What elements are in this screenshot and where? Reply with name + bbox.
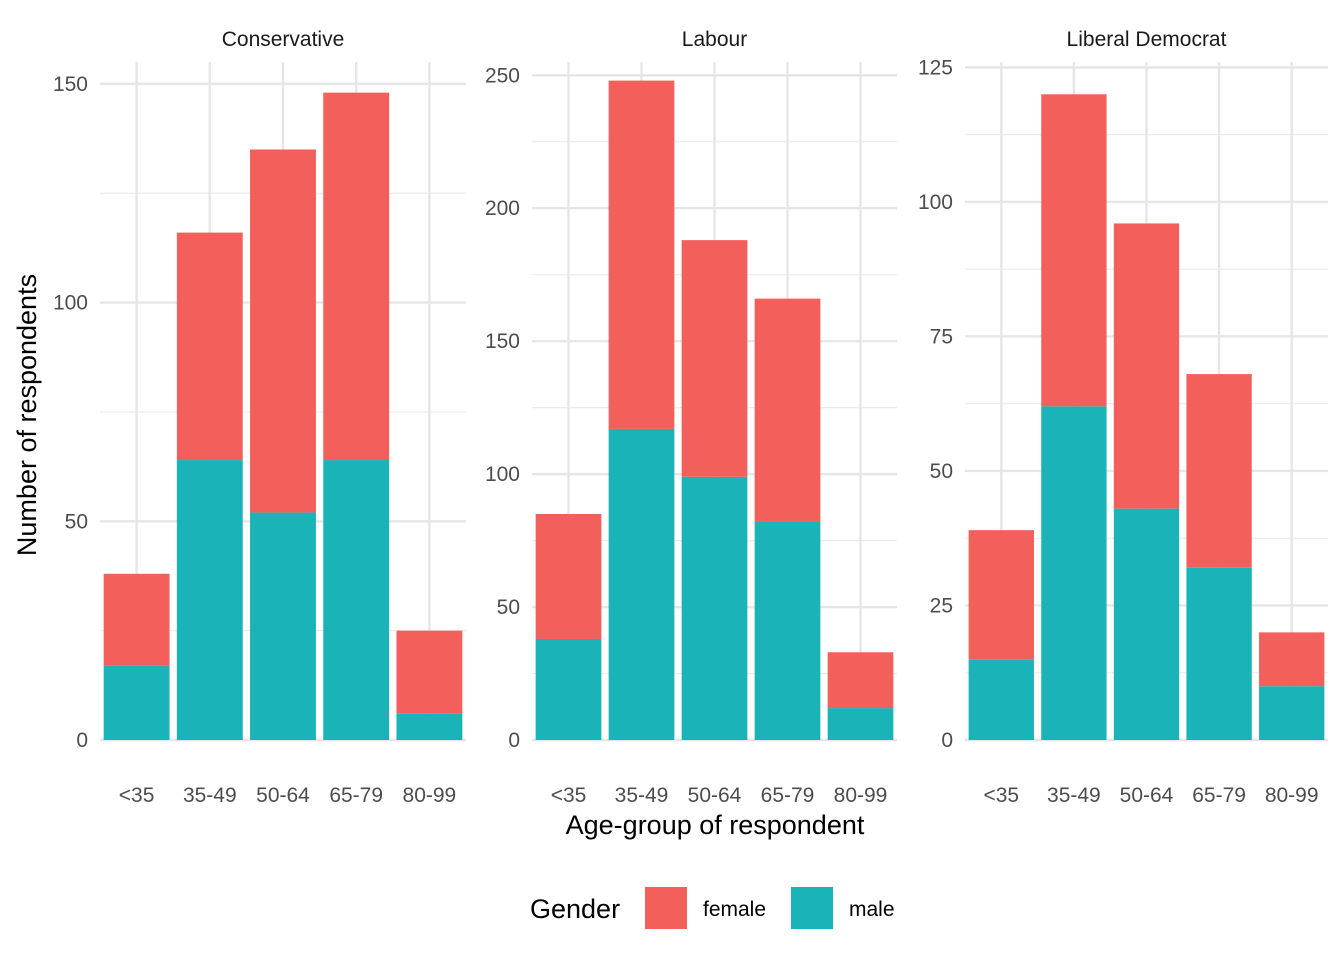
x-tick-label: <35 — [551, 784, 587, 807]
y-tick-label: 125 — [918, 56, 953, 79]
bar-female — [1186, 374, 1252, 568]
legend: Gender female male — [530, 887, 895, 929]
panel-title: Liberal Democrat — [1067, 28, 1227, 51]
bar-male — [1186, 567, 1252, 740]
bar-male — [1041, 406, 1107, 740]
bar-female — [681, 240, 748, 477]
bar-male — [1259, 686, 1325, 740]
legend-swatch-male — [791, 887, 833, 929]
x-tick-label: 80-99 — [834, 784, 888, 807]
y-tick-label: 25 — [930, 594, 953, 617]
x-tick-label: 80-99 — [403, 784, 457, 807]
legend-title: Gender — [530, 894, 620, 924]
bar-male — [608, 428, 675, 740]
bar-male — [103, 665, 170, 740]
bar-male — [827, 708, 894, 740]
x-tick-label: 35-49 — [183, 784, 237, 807]
y-tick-label: 0 — [508, 729, 520, 752]
y-tick-label: 100 — [918, 191, 953, 214]
bar-female — [250, 149, 316, 513]
x-tick-label: 80-99 — [1265, 784, 1319, 807]
x-tick-label: <35 — [983, 784, 1019, 807]
bar-female — [103, 573, 170, 666]
x-tick-label: 50-64 — [1120, 784, 1174, 807]
y-tick-label: 0 — [76, 729, 88, 752]
bar-female — [176, 232, 243, 461]
x-tick-label: 50-64 — [688, 784, 742, 807]
bar-female — [754, 298, 821, 522]
bar-female — [1259, 632, 1325, 687]
y-tick-label: 0 — [941, 729, 953, 752]
y-tick-label: 50 — [497, 596, 520, 619]
panel-liberal-democrat: 0 25 50 75 100 125 <35 35-49 50-64 65-79 80-99 Libe… — [918, 28, 1328, 807]
bar-female — [827, 652, 894, 709]
bar-male — [754, 521, 821, 740]
y-tick-label: 75 — [930, 325, 953, 348]
y-tick-label: 200 — [485, 197, 520, 220]
bar-female — [1113, 223, 1180, 509]
y-tick-label: 50 — [65, 510, 88, 533]
bar-male — [176, 460, 243, 740]
bar-male — [250, 512, 316, 740]
legend-swatch-female — [645, 887, 687, 929]
y-tick-label: 100 — [53, 292, 88, 315]
x-tick-label: 50-64 — [256, 784, 310, 807]
x-tick-label: 65-79 — [761, 784, 815, 807]
bar-male — [396, 713, 463, 740]
y-tick-label: 100 — [485, 463, 520, 486]
panels: 0 50 100 150 <35 35-49 50-64 65-79 80-99 Conserva… — [53, 28, 1328, 807]
bar-male — [1113, 508, 1180, 740]
panel-title: Labour — [682, 28, 747, 51]
legend-label-male: male — [849, 898, 895, 921]
x-tick-label: 35-49 — [615, 784, 669, 807]
x-tick-label: <35 — [119, 784, 155, 807]
x-axis-title: Age-group of respondent — [566, 810, 865, 840]
panel-title: Conservative — [222, 28, 345, 51]
bar-male — [681, 476, 748, 740]
x-tick-label: 35-49 — [1047, 784, 1101, 807]
bar-female — [396, 630, 463, 714]
legend-label-female: female — [703, 898, 766, 921]
bar-male — [968, 659, 1034, 740]
x-tick-label: 65-79 — [1192, 784, 1246, 807]
panel-labour: 0 50 100 150 200 250 <35 35-49 50-64 65-79 80-99 La… — [485, 28, 897, 807]
y-tick-label: 150 — [53, 73, 88, 96]
bar-male — [323, 460, 390, 740]
bar-female — [535, 514, 602, 639]
panel-conservative: 0 50 100 150 <35 35-49 50-64 65-79 80-99 Conserva… — [53, 28, 466, 807]
bar-female — [1041, 94, 1107, 407]
y-axis-title: Number of respondents — [12, 274, 42, 556]
y-tick-label: 250 — [485, 64, 520, 87]
bar-male — [535, 638, 602, 740]
y-tick-label: 50 — [930, 460, 953, 483]
x-tick-label: 65-79 — [329, 784, 383, 807]
bar-female — [608, 80, 675, 429]
bar-female — [323, 92, 390, 461]
y-tick-label: 150 — [485, 330, 520, 353]
bar-female — [968, 530, 1034, 660]
